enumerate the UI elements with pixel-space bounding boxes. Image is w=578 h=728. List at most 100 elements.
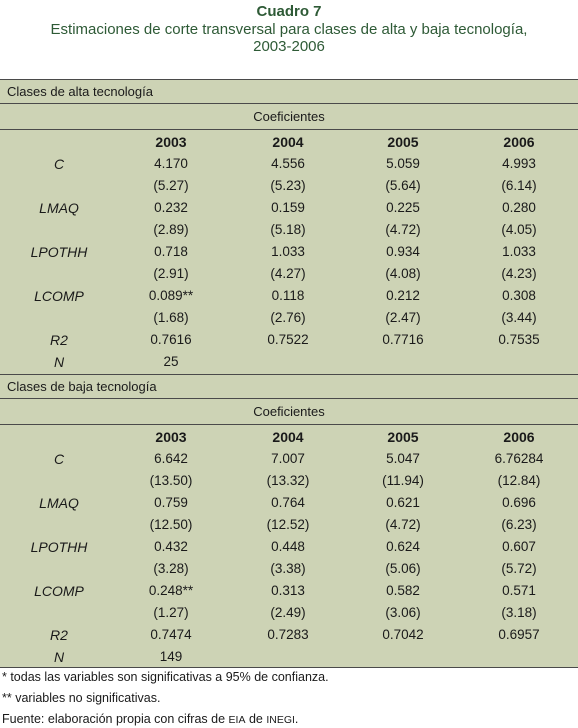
t-statistic: (2.91) bbox=[153, 266, 189, 281]
source-end: . bbox=[294, 712, 299, 726]
r2-value: 0.7522 bbox=[267, 332, 309, 347]
rule-coef bbox=[0, 129, 578, 130]
t-statistic: (3.44) bbox=[501, 310, 537, 325]
t-statistic: (4.08) bbox=[385, 266, 421, 281]
coefficient-value: 0.280 bbox=[502, 200, 536, 215]
rule-coef bbox=[0, 424, 578, 425]
coefficient-value: 4.170 bbox=[154, 156, 188, 171]
r2-value: 0.7042 bbox=[382, 627, 424, 642]
coefficient-value: 0.621 bbox=[386, 495, 420, 510]
variable-label-r2: R2 bbox=[50, 332, 68, 348]
variable-label: LMAQ bbox=[39, 495, 79, 511]
t-statistic: (5.72) bbox=[501, 561, 537, 576]
coefficient-value: 0.934 bbox=[386, 244, 420, 259]
t-statistic: (1.27) bbox=[153, 605, 189, 620]
year-header: 2006 bbox=[503, 429, 535, 445]
variable-label: LPOTHH bbox=[30, 539, 88, 555]
t-statistic: (12.50) bbox=[149, 517, 193, 532]
r2-value: 0.7283 bbox=[267, 627, 309, 642]
coefficient-value: 7.007 bbox=[271, 451, 305, 466]
rule-top bbox=[0, 374, 578, 375]
coefficients-label: Coeficientes bbox=[253, 404, 325, 419]
panel-alta-tecnologia: Clases de alta tecnología Coeficientes 200… bbox=[0, 79, 578, 374]
year-header: 2003 bbox=[155, 134, 187, 150]
variable-label: LPOTHH bbox=[30, 244, 88, 260]
rule-section bbox=[0, 398, 578, 399]
section-label: Clases de alta tecnología bbox=[7, 84, 153, 99]
note-significance: * todas las variables son significativas… bbox=[2, 670, 329, 684]
rule-top bbox=[0, 79, 578, 80]
rule-section bbox=[0, 103, 578, 104]
t-statistic: (5.06) bbox=[385, 561, 421, 576]
coefficient-value: 0.607 bbox=[502, 539, 536, 554]
t-statistic: (12.84) bbox=[497, 473, 541, 488]
t-statistic: (5.18) bbox=[270, 222, 306, 237]
coefficient-value: 0.432 bbox=[154, 539, 188, 554]
t-statistic: (5.23) bbox=[270, 178, 306, 193]
coefficient-value: 1.033 bbox=[502, 244, 536, 259]
table-subtitle-line2: 2003-2006 bbox=[253, 38, 325, 55]
rule-bottom bbox=[0, 667, 578, 668]
coefficient-value: 0.582 bbox=[386, 583, 420, 598]
coefficient-value: 0.232 bbox=[154, 200, 188, 215]
coefficient-value: 0.089** bbox=[148, 288, 194, 303]
t-statistic: (3.38) bbox=[270, 561, 306, 576]
coefficient-value: 0.212 bbox=[386, 288, 420, 303]
n-value: 25 bbox=[163, 354, 179, 369]
coefficient-value: 1.033 bbox=[271, 244, 305, 259]
r2-value: 0.6957 bbox=[498, 627, 540, 642]
t-statistic: (2.47) bbox=[385, 310, 421, 325]
variable-label: LMAQ bbox=[39, 200, 79, 216]
t-statistic: (3.18) bbox=[501, 605, 537, 620]
t-statistic: (13.32) bbox=[266, 473, 310, 488]
source-note: Fuente: elaboración propia con cifras de… bbox=[2, 711, 298, 728]
t-statistic: (6.14) bbox=[501, 178, 537, 193]
coefficient-value: 5.059 bbox=[386, 156, 420, 171]
coefficient-value: 0.159 bbox=[271, 200, 305, 215]
t-statistic: (2.49) bbox=[270, 605, 306, 620]
coefficient-value: 0.308 bbox=[502, 288, 536, 303]
variable-label: LCOMP bbox=[34, 583, 84, 599]
coefficient-value: 4.993 bbox=[502, 156, 536, 171]
t-statistic: (4.72) bbox=[385, 222, 421, 237]
coefficient-value: 0.624 bbox=[386, 539, 420, 554]
coefficient-value: 0.313 bbox=[271, 583, 305, 598]
coefficient-value: 0.248** bbox=[148, 583, 194, 598]
coefficient-value: 0.696 bbox=[502, 495, 536, 510]
n-value: 149 bbox=[159, 649, 183, 664]
t-statistic: (11.94) bbox=[382, 473, 424, 488]
coefficient-value: 0.718 bbox=[154, 244, 188, 259]
year-header: 2004 bbox=[272, 429, 304, 445]
t-statistic: (5.64) bbox=[385, 178, 421, 193]
table-subtitle-line1: Estimaciones de corte transversal para c… bbox=[50, 21, 528, 38]
note-non-significant: ** variables no significativas. bbox=[2, 691, 161, 705]
r2-value: 0.7616 bbox=[150, 332, 192, 347]
t-statistic: (4.72) bbox=[385, 517, 421, 532]
variable-label: LCOMP bbox=[34, 288, 84, 304]
panel-baja-tecnologia: Clases de baja tecnología Coeficientes 200… bbox=[0, 374, 578, 668]
t-statistic: (4.27) bbox=[270, 266, 306, 281]
table-title: Cuadro 7 bbox=[256, 3, 322, 20]
coefficient-value: 0.448 bbox=[271, 539, 305, 554]
source-eia: EIA bbox=[228, 714, 246, 726]
t-statistic: (3.06) bbox=[385, 605, 421, 620]
t-statistic: (4.05) bbox=[501, 222, 537, 237]
coefficient-value: 6.642 bbox=[154, 451, 188, 466]
section-label: Clases de baja tecnología bbox=[7, 379, 157, 394]
t-statistic: (2.76) bbox=[270, 310, 306, 325]
coefficient-value: 0.118 bbox=[271, 288, 305, 303]
year-header: 2003 bbox=[155, 429, 187, 445]
year-header: 2005 bbox=[387, 429, 419, 445]
source-mid: de bbox=[245, 712, 267, 726]
r2-value: 0.7474 bbox=[150, 627, 192, 642]
variable-label-n: N bbox=[53, 354, 65, 370]
year-header: 2005 bbox=[387, 134, 419, 150]
coefficient-value: 0.764 bbox=[271, 495, 305, 510]
source-inegi: INEGI bbox=[266, 714, 295, 726]
t-statistic: (13.50) bbox=[149, 473, 193, 488]
t-statistic: (1.68) bbox=[153, 310, 189, 325]
variable-label: C bbox=[53, 451, 65, 467]
source-prefix: Fuente: elaboración propia con cifras de bbox=[2, 712, 229, 726]
coefficient-value: 0.759 bbox=[154, 495, 188, 510]
coefficient-value: 5.047 bbox=[386, 451, 420, 466]
